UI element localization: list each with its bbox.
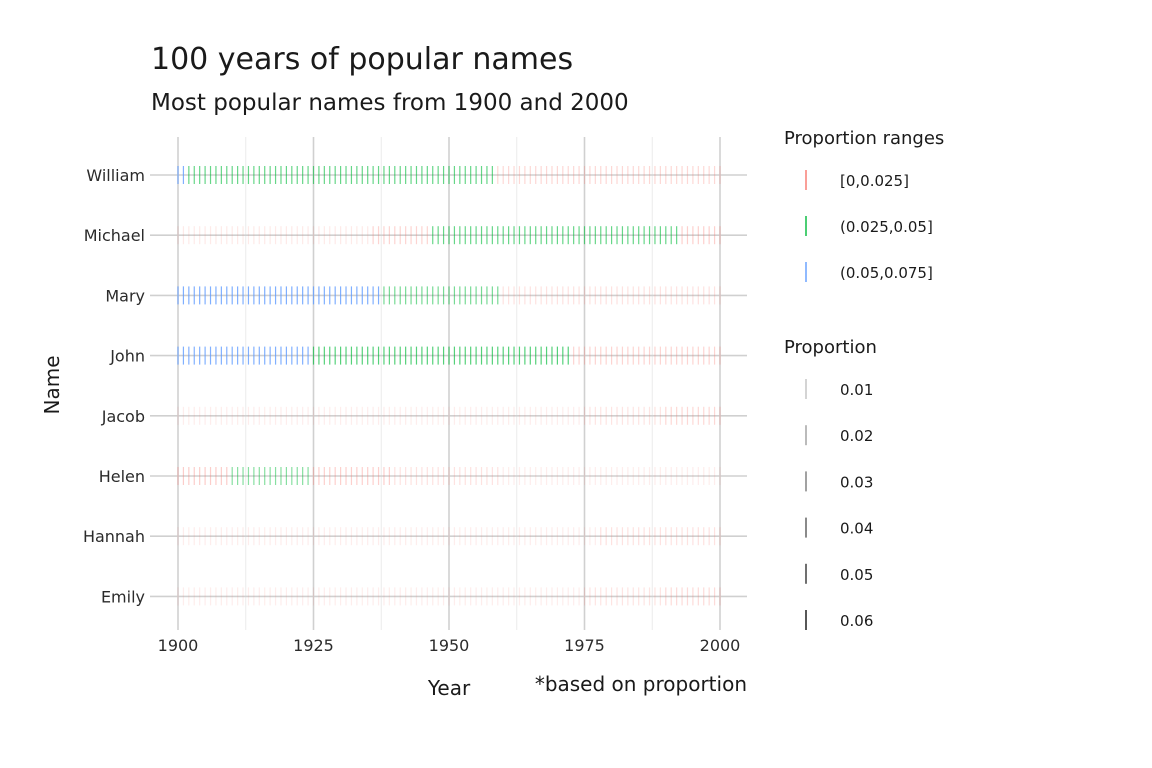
- x-tick-label: 1925: [293, 636, 334, 655]
- x-tick-label: 1975: [564, 636, 605, 655]
- y-tick-label: John: [109, 347, 145, 366]
- legend-label-proportion: 0.03: [840, 473, 873, 491]
- legend-label-proportion: 0.02: [840, 427, 873, 445]
- legend-label-proportion: 0.01: [840, 381, 873, 399]
- x-axis-title: Year: [427, 676, 471, 700]
- chart-marks: [177, 166, 721, 606]
- chart-title: 100 years of popular names: [151, 42, 574, 77]
- axes: 1900 1925 1950 1975 2000 William Michael Mary Jo…: [83, 166, 740, 655]
- legend-label-range: (0.05,0.075]: [840, 264, 933, 282]
- y-tick-label: Emily: [101, 587, 145, 606]
- grid: [150, 137, 747, 630]
- legend-label-proportion: 0.04: [840, 520, 873, 538]
- x-tick-label: 1950: [429, 636, 470, 655]
- chart-caption: *based on proportion: [535, 672, 747, 696]
- y-tick-label: Jacob: [101, 407, 145, 426]
- legend-proportion: Proportion 0.01 0.02 0.03 0.04 0.05 0.06: [784, 337, 877, 630]
- legend-title-proportion: Proportion: [784, 337, 877, 358]
- chart-subtitle: Most popular names from 1900 and 2000: [151, 90, 629, 116]
- y-tick-label: William: [86, 166, 145, 185]
- y-tick-label: Hannah: [83, 527, 145, 546]
- y-tick-label: Mary: [105, 286, 145, 305]
- legend-label-proportion: 0.06: [840, 612, 873, 630]
- legend-proportion-ranges: Proportion ranges [0,0.025] (0.025,0.05] (…: [784, 128, 944, 282]
- x-tick-label: 2000: [700, 636, 741, 655]
- legend-label-range: (0.025,0.05]: [840, 218, 933, 236]
- legend-label-range: [0,0.025]: [840, 172, 909, 190]
- x-tick-label: 1900: [158, 636, 199, 655]
- y-tick-label: Michael: [84, 226, 145, 245]
- y-tick-label: Helen: [99, 467, 145, 486]
- legend-title-ranges: Proportion ranges: [784, 128, 944, 149]
- legend-label-proportion: 0.05: [840, 566, 873, 584]
- y-axis-title: Name: [40, 355, 64, 414]
